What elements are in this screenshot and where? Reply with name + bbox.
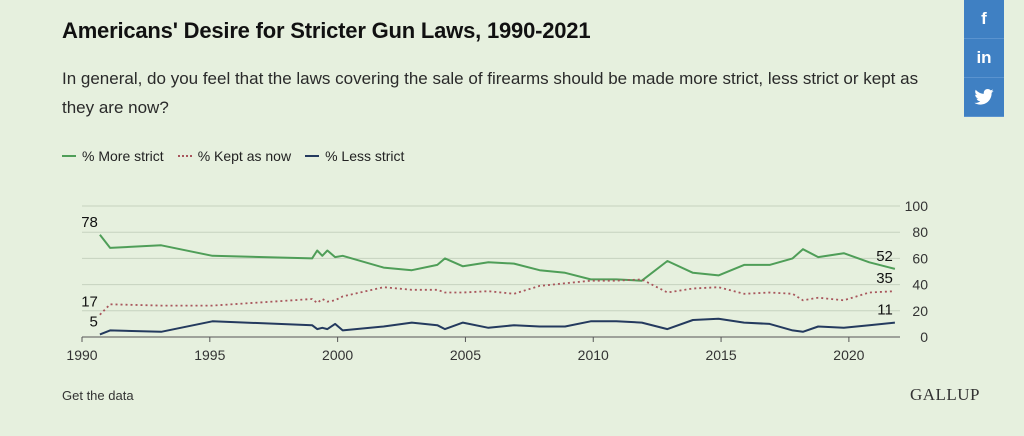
legend-item-kept-as-now[interactable]: % Kept as now xyxy=(177,148,292,164)
legend-item-less-strict[interactable]: % Less strict xyxy=(305,148,404,164)
series-line-more-strict xyxy=(99,234,896,282)
facebook-icon[interactable]: f xyxy=(964,0,1004,39)
x-tick-label: 2015 xyxy=(705,347,736,363)
line-chart: 0 20 40 60 80 100 1990 1995 2000 2005 2010 2015 2020… xyxy=(66,198,929,363)
legend-swatch-kept-as-now xyxy=(177,155,192,157)
legend-label: % Less strict xyxy=(325,148,405,164)
data-label-kept-as-now: 35 xyxy=(876,270,893,287)
x-tick-label: 1990 xyxy=(66,347,97,363)
y-tick-label: 100 xyxy=(905,198,929,214)
legend-swatch-more-strict xyxy=(62,155,76,157)
x-tick-label: 2000 xyxy=(322,347,353,363)
data-label-less-strict: 5 xyxy=(90,313,98,330)
y-tick-label: 80 xyxy=(912,224,928,240)
x-tick-label: 2005 xyxy=(450,347,481,363)
y-tick-label: 20 xyxy=(912,303,928,319)
legend-label: % Kept as now xyxy=(197,148,292,164)
get-the-data-link[interactable]: Get the data xyxy=(62,388,134,403)
legend-swatch-less-strict xyxy=(305,155,320,157)
legend-item-more-strict[interactable]: % More strict xyxy=(62,148,164,164)
chart-subtitle: In general, do you feel that the laws co… xyxy=(62,69,919,117)
linkedin-icon[interactable]: in xyxy=(964,39,1004,78)
data-label-less-strict: 11 xyxy=(877,302,893,319)
legend-label: % More strict xyxy=(82,148,164,164)
twitter-icon[interactable] xyxy=(964,78,1004,117)
y-tick-label: 0 xyxy=(920,329,928,345)
y-tick-label: 40 xyxy=(912,277,928,293)
gallup-logo: GALLUP xyxy=(909,385,980,404)
x-tick-label: 1995 xyxy=(194,347,225,363)
x-tick-label: 2020 xyxy=(833,347,864,363)
chart-title: Americans' Desire for Stricter Gun Laws,… xyxy=(62,18,591,43)
share-bar: f in xyxy=(964,0,1004,117)
twitter-bird-glyph xyxy=(974,89,994,105)
series-line-kept-as-now xyxy=(99,278,895,316)
data-label-more-strict: 78 xyxy=(81,214,98,231)
series-line-less-strict xyxy=(99,317,896,336)
x-tick-label: 2010 xyxy=(578,347,609,363)
data-label-kept-as-now: 17 xyxy=(81,294,98,311)
data-label-more-strict: 52 xyxy=(876,248,893,265)
y-tick-label: 60 xyxy=(912,250,928,266)
legend: % More strict % Kept as now % Less stric… xyxy=(62,148,418,164)
